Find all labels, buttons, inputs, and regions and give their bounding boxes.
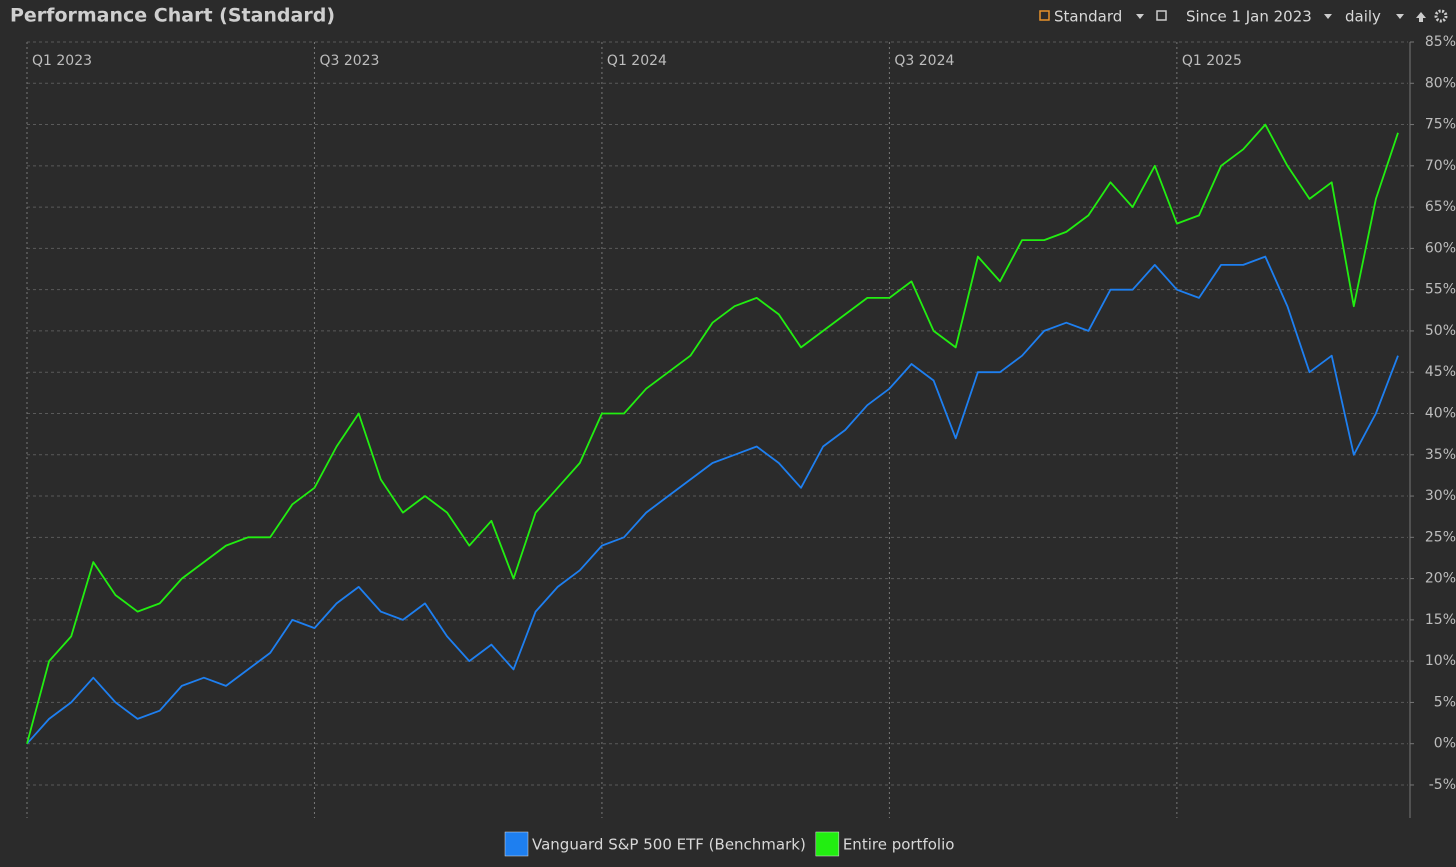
x-tick-label: Q1 2023 (32, 53, 92, 69)
y-tick-label: 15% (1425, 612, 1456, 628)
interval-select[interactable]: daily (1345, 8, 1381, 26)
y-tick-label: 20% (1425, 571, 1456, 587)
y-tick-label: 35% (1425, 447, 1456, 463)
x-tick-label: Q1 2024 (607, 53, 667, 69)
period-icon[interactable] (1156, 10, 1167, 21)
settings-button[interactable] (1434, 9, 1448, 23)
y-tick-label: 65% (1425, 199, 1456, 215)
y-tick-label: 55% (1425, 282, 1456, 298)
x-tick-label: Q3 2023 (319, 53, 379, 69)
view-select[interactable]: Standard (1054, 8, 1122, 26)
y-tick-label: 45% (1425, 364, 1456, 380)
chart-title: Performance Chart (Standard) (10, 5, 335, 27)
interval-dropdown[interactable] (1396, 14, 1404, 19)
view-icon[interactable] (1039, 10, 1050, 21)
y-tick-label: 40% (1425, 405, 1456, 421)
y-tick-label: 80% (1425, 75, 1456, 91)
legend-label: Vanguard S&P 500 ETF (Benchmark) (532, 836, 806, 854)
period-dropdown[interactable] (1324, 14, 1332, 19)
y-tick-label: 0% (1434, 736, 1456, 752)
y-tick-label: -5% (1429, 777, 1456, 793)
series-line (26, 255, 1399, 745)
y-tick-label: 70% (1425, 158, 1456, 174)
legend-swatch (815, 831, 840, 857)
y-tick-label: 30% (1425, 488, 1456, 504)
view-dropdown[interactable] (1136, 14, 1144, 19)
y-tick-label: 50% (1425, 323, 1456, 339)
legend-label: Entire portfolio (843, 836, 955, 854)
y-tick-label: 75% (1425, 117, 1456, 133)
period-select[interactable]: Since 1 Jan 2023 (1186, 8, 1312, 26)
y-tick-label: 10% (1425, 653, 1456, 669)
y-tick-label: 85% (1425, 34, 1456, 50)
y-tick-label: 5% (1434, 694, 1456, 710)
y-tick-label: 60% (1425, 240, 1456, 256)
series-line (26, 123, 1399, 744)
y-tick-label: 25% (1425, 529, 1456, 545)
x-tick-label: Q1 2025 (1182, 53, 1242, 69)
legend-swatch (504, 831, 529, 857)
x-tick-label: Q3 2024 (894, 53, 954, 69)
export-button[interactable] (1416, 12, 1426, 22)
